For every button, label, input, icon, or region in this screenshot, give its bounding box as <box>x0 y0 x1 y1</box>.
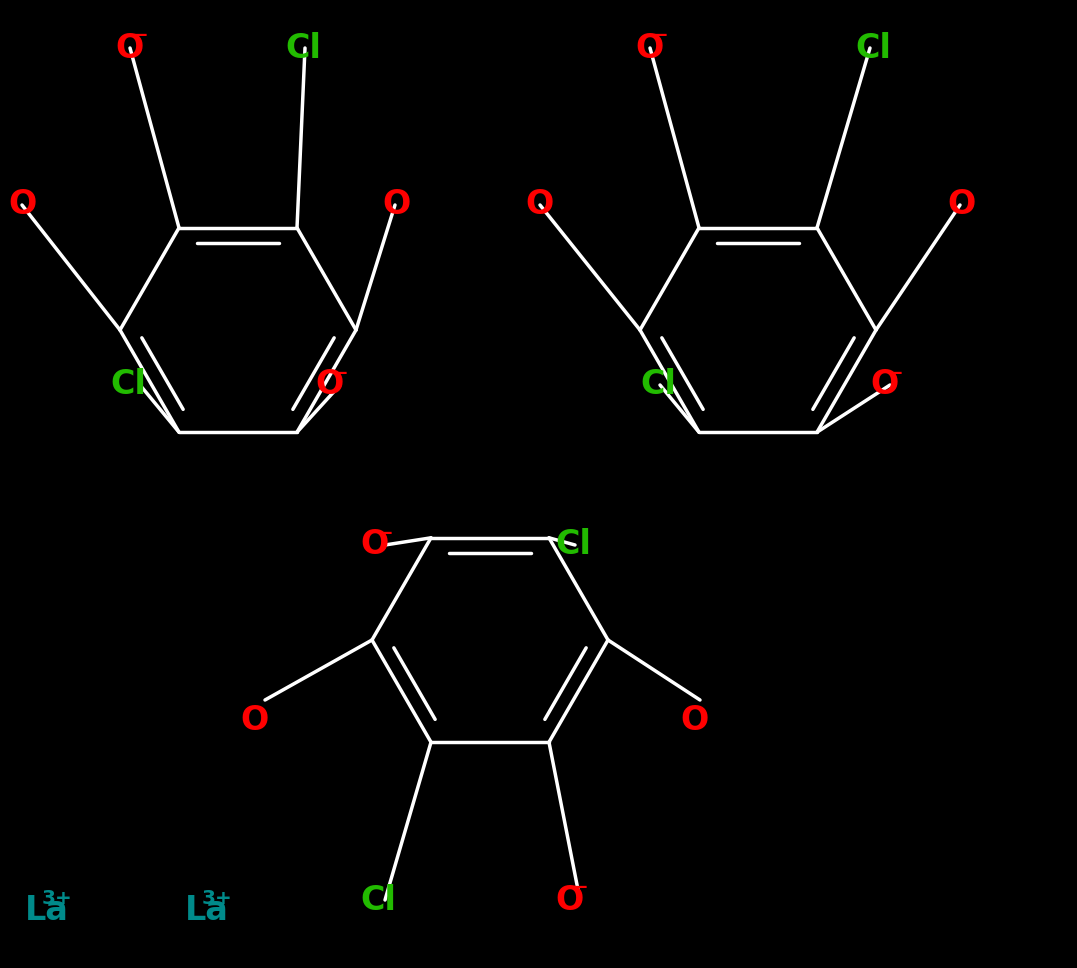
Text: O: O <box>870 369 898 402</box>
Text: Cl: Cl <box>110 369 145 402</box>
Text: Cl: Cl <box>285 32 321 65</box>
Text: −: − <box>131 26 149 45</box>
Text: Cl: Cl <box>640 369 676 402</box>
Text: O: O <box>555 884 584 917</box>
Text: La: La <box>25 893 69 926</box>
Text: Cl: Cl <box>855 32 891 65</box>
Text: O: O <box>680 704 709 737</box>
Text: O: O <box>8 189 37 222</box>
Text: −: − <box>332 364 349 382</box>
Text: 3+: 3+ <box>42 889 72 908</box>
Text: −: − <box>886 364 904 382</box>
Text: O: O <box>314 369 344 402</box>
Text: La: La <box>185 893 229 926</box>
Text: O: O <box>115 32 143 65</box>
Text: Cl: Cl <box>360 884 396 917</box>
Text: Cl: Cl <box>555 529 591 561</box>
Text: O: O <box>240 704 268 737</box>
Text: O: O <box>947 189 976 222</box>
Text: −: − <box>377 524 393 542</box>
Text: O: O <box>635 32 663 65</box>
Text: −: − <box>572 879 588 897</box>
Text: O: O <box>360 529 388 561</box>
Text: 3+: 3+ <box>201 889 233 908</box>
Text: O: O <box>382 189 410 222</box>
Text: −: − <box>652 26 669 45</box>
Text: O: O <box>524 189 554 222</box>
